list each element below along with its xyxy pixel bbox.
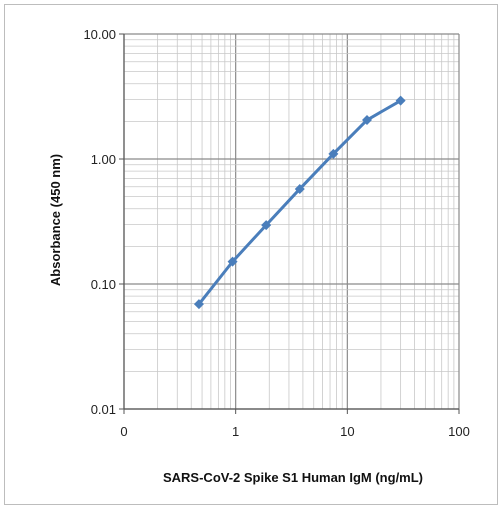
x-tick-label: 0 — [120, 424, 127, 439]
x-tick-label: 10 — [340, 424, 354, 439]
data-point — [193, 299, 204, 310]
data-point — [395, 95, 406, 106]
data-point — [361, 115, 372, 126]
y-tick-label: 0.10 — [91, 277, 116, 292]
data-point — [227, 256, 238, 267]
series-layer — [193, 95, 406, 310]
x-axis-label: SARS-CoV-2 Spike S1 Human IgM (ng/mL) — [163, 470, 423, 485]
chart-frame — [4, 4, 498, 505]
y-tick-label: 0.01 — [91, 402, 116, 417]
grid — [119, 33, 460, 414]
data-point — [328, 148, 339, 159]
x-tick-label: 100 — [448, 424, 470, 439]
y-axis-label: Absorbance (450 nm) — [48, 154, 63, 286]
x-tick-label: 1 — [232, 424, 239, 439]
y-tick-label: 1.00 — [91, 152, 116, 167]
data-point — [261, 220, 272, 231]
series-line — [197, 99, 402, 306]
tick-labels: 0 1 10 100 10.00 1.00 0.10 0.01 — [83, 27, 469, 439]
data-point — [294, 183, 305, 194]
y-tick-label: 10.00 — [83, 27, 116, 42]
